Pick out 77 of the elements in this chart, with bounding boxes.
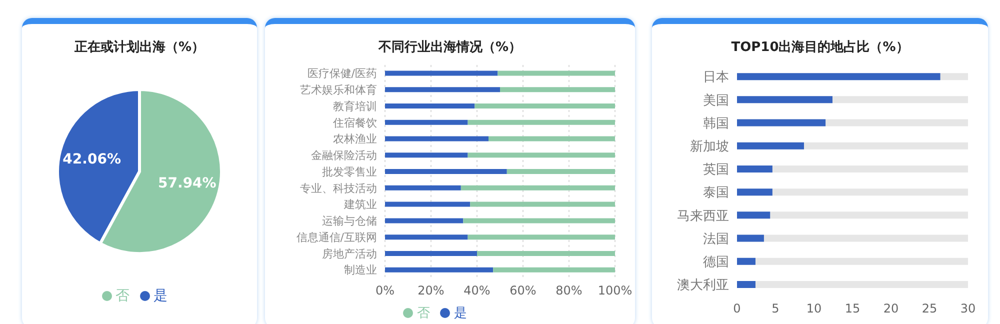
bar (737, 165, 772, 172)
bar (498, 70, 615, 76)
y-tick-label: 金融保险活动 (311, 149, 377, 162)
bar (385, 70, 498, 76)
bar (737, 258, 756, 265)
y-tick-label: 法国 (703, 232, 729, 247)
x-tick-label: 100% (598, 284, 632, 298)
legend-label: 是 (454, 306, 467, 321)
x-tick-label: 80% (556, 284, 582, 298)
legend-label: 否 (417, 306, 430, 321)
legend-label: 是 (154, 288, 168, 304)
y-tick-label: 信息通信/互联网 (296, 230, 377, 244)
bar (385, 250, 477, 256)
y-tick-label: 教育培训 (333, 100, 377, 113)
bar (460, 185, 615, 190)
bar (500, 87, 615, 92)
y-tick-label: 医疗保健/医药 (307, 67, 377, 80)
x-tick-label: 40% (464, 284, 490, 298)
bar (385, 267, 494, 272)
y-tick-label: 澳大利亚 (677, 278, 729, 294)
x-tick-label: 60% (510, 284, 536, 298)
y-tick-label: 房地产活动 (322, 247, 377, 260)
y-tick-label: 马来西亚 (677, 208, 729, 224)
y-tick-label: 德国 (703, 254, 729, 270)
bar (468, 152, 615, 158)
y-tick-label: 韩国 (703, 116, 729, 132)
bar (737, 280, 756, 288)
x-tick-label: 20% (418, 284, 444, 298)
bar (385, 104, 475, 109)
x-tick-label: 20 (883, 302, 899, 316)
bar (493, 267, 615, 272)
y-tick-label: 美国 (703, 92, 729, 108)
bar (463, 218, 615, 224)
legend-label: 否 (116, 288, 130, 304)
x-tick-label: 0 (733, 302, 741, 316)
bar (385, 234, 468, 240)
chart-title: 不同行业出海情况（%） (377, 39, 523, 57)
y-tick-label: 日本 (703, 70, 729, 86)
bar (468, 120, 615, 125)
bar (385, 136, 488, 142)
bar (474, 104, 615, 109)
bar (385, 120, 468, 125)
data-label: 57.94% (158, 176, 216, 192)
x-tick-label: 10 (806, 302, 822, 316)
chart-title: TOP10出海目的地占比（%） (730, 39, 910, 57)
bar (477, 250, 615, 256)
y-tick-label: 新加坡 (690, 139, 729, 154)
bar (385, 202, 470, 207)
x-tick-label: 0% (375, 284, 395, 298)
bar (488, 136, 615, 142)
y-tick-label: 英国 (703, 162, 729, 178)
bar (737, 188, 772, 196)
y-tick-label: 制造业 (344, 264, 377, 277)
y-tick-label: 住宿餐饮 (333, 116, 377, 130)
x-tick-label: 25 (922, 302, 938, 316)
y-tick-label: 泰国 (703, 186, 729, 201)
y-tick-label: 运输与仓储 (322, 214, 377, 228)
bar (506, 169, 615, 174)
y-tick-label: 农林渔业 (333, 132, 377, 146)
data-label: 42.06% (62, 151, 121, 168)
x-tick-label: 30 (960, 302, 976, 316)
x-tick-label: 15 (844, 302, 860, 316)
bar (385, 169, 507, 174)
y-tick-label: 艺术娱乐和体育 (300, 83, 377, 96)
bar (470, 202, 615, 207)
y-tick-label: 专业、科技活动 (300, 182, 377, 195)
bar (737, 234, 764, 242)
chart-title: 正在或计划出海（%） (73, 39, 206, 57)
bar (385, 152, 468, 158)
bar (385, 185, 461, 190)
bar (385, 218, 464, 224)
bar (468, 234, 615, 240)
y-tick-label: 批发零售业 (322, 165, 377, 178)
x-tick-label: 5 (772, 302, 780, 316)
y-tick-label: 建筑业 (343, 198, 377, 212)
bar (737, 212, 770, 219)
bar (385, 87, 500, 92)
